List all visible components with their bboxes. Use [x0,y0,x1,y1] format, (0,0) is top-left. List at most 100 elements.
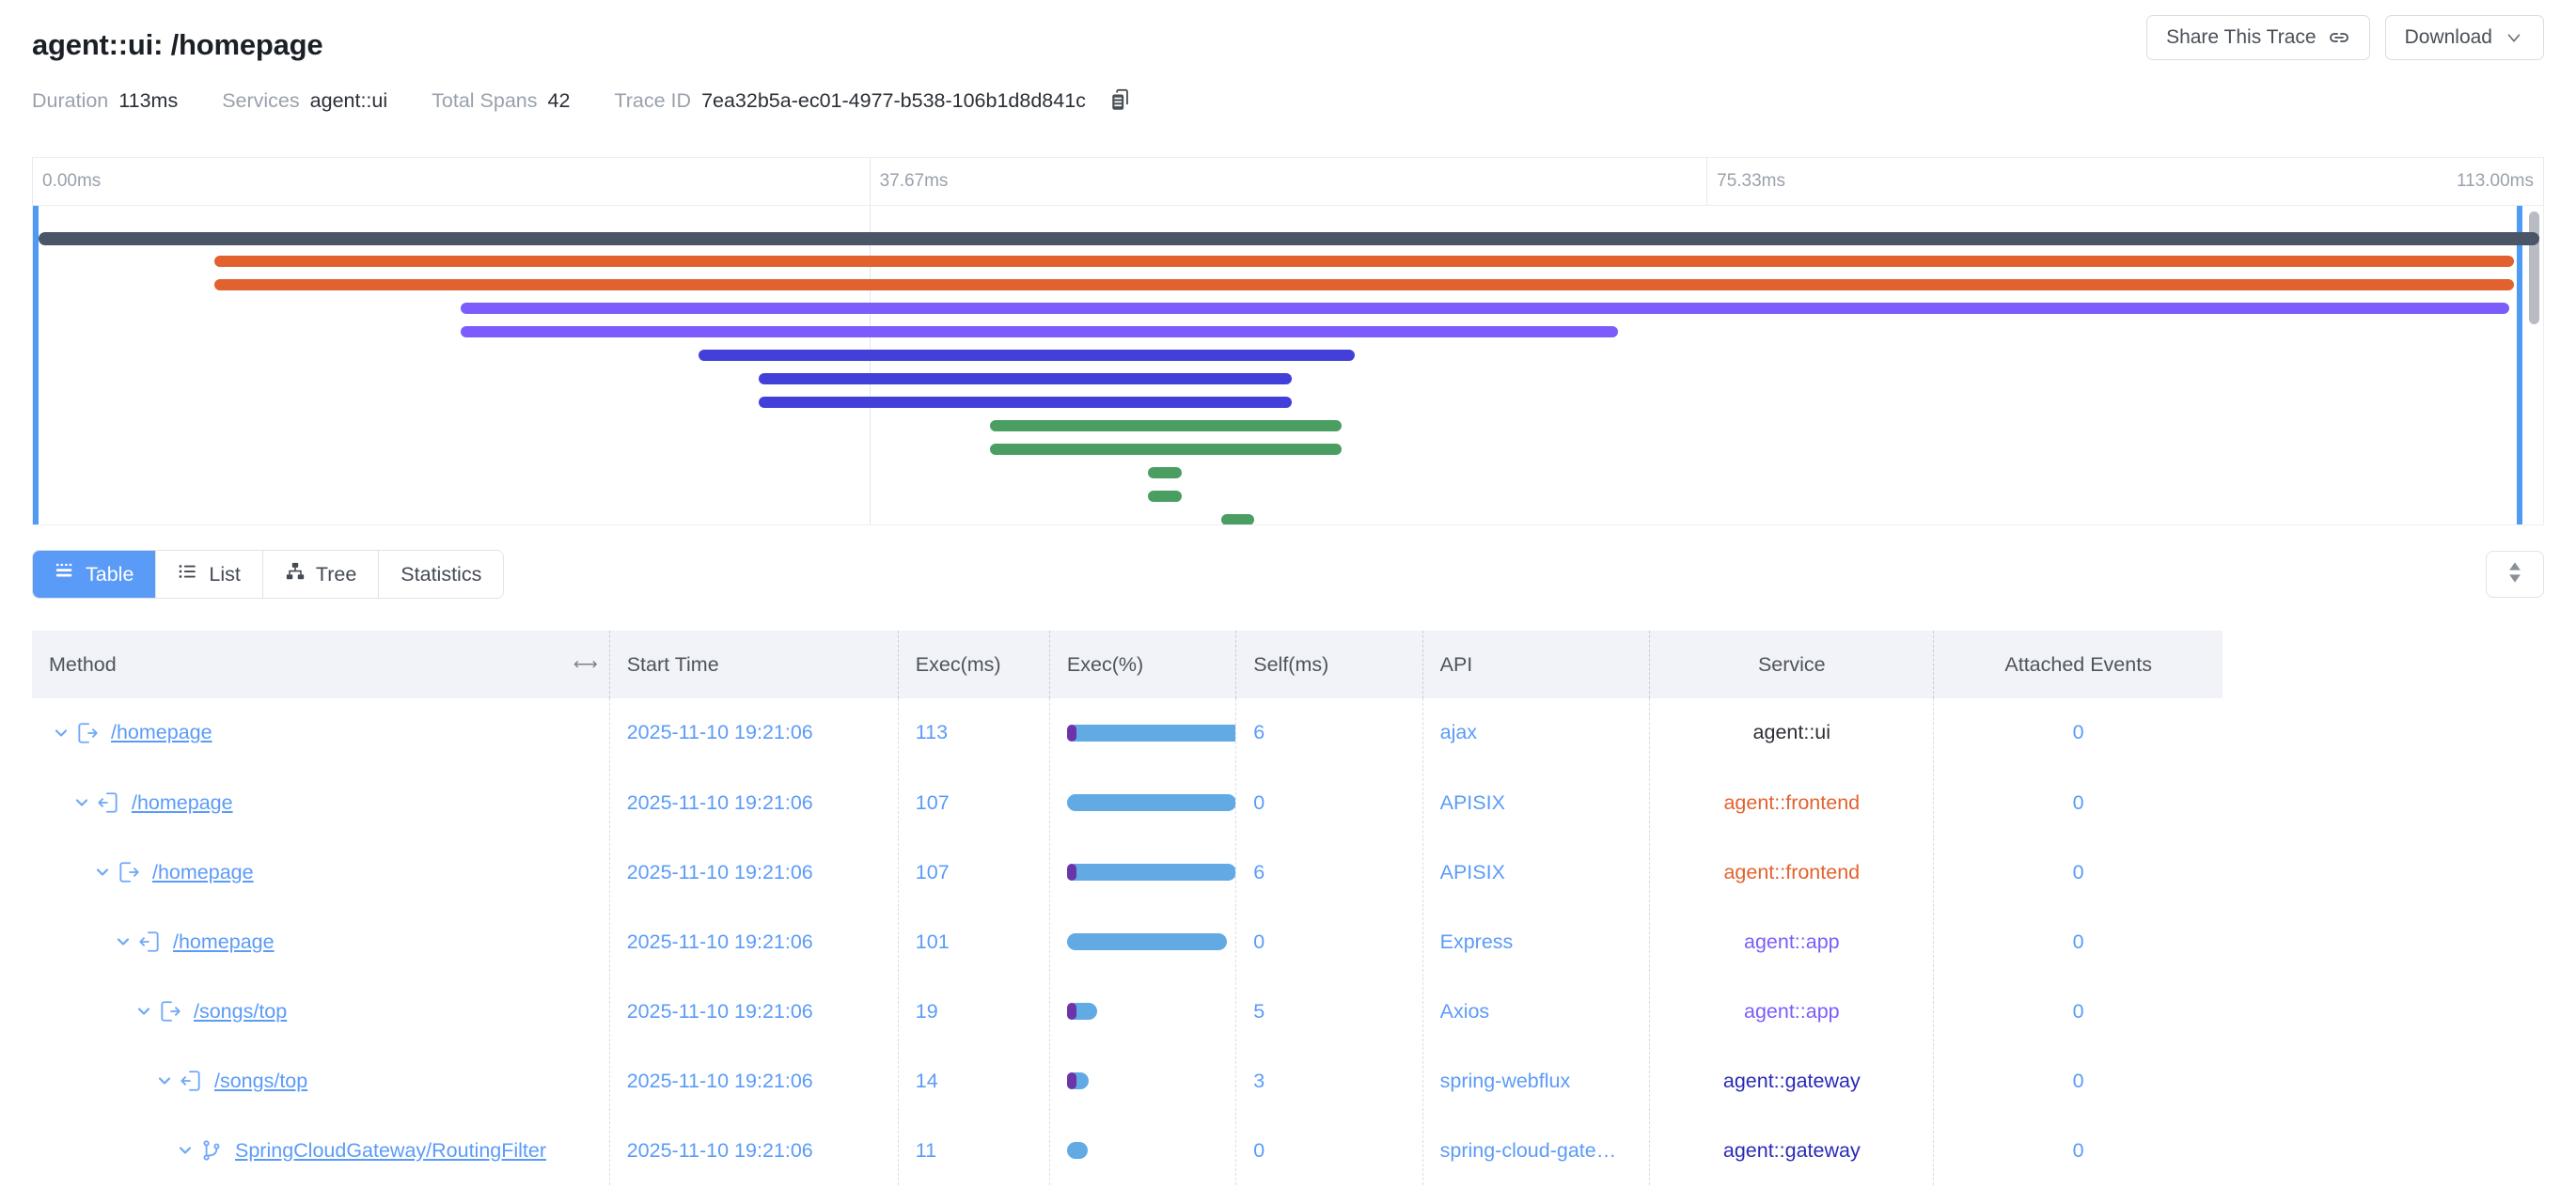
exec-bar-fill [1066,724,1235,742]
table-row[interactable]: /songs/top 2025-11-10 19:21:06 14 3 spring-w… [32,1046,2223,1116]
method-link[interactable]: /homepage [111,721,212,744]
copy-trace-id-icon[interactable] [1109,88,1134,113]
col-header-attached-events[interactable]: Attached Events [1933,631,2223,698]
row-expand-chevron[interactable] [90,860,115,884]
self-bar-fill [1066,1003,1076,1020]
tab-list-label: List [209,562,241,586]
row-expand-chevron[interactable] [173,1138,197,1163]
view-tabs: Table List [32,550,505,599]
exec-bar-fill [1066,864,1235,881]
cell-start-time: 2025-11-10 19:21:06 [609,698,899,768]
col-header-self-ms[interactable]: Self(ms) [1235,631,1423,698]
tab-tree[interactable]: Tree [262,551,380,598]
minimap-gridline [869,206,871,524]
col-header-service[interactable]: Service [1649,631,1935,698]
cell-self-ms: 6 [1235,698,1423,768]
table-row[interactable]: /homepage 2025-11-10 19:21:06 107 0 APISIX ag… [32,768,2223,837]
table-row[interactable]: /homepage 2025-11-10 19:21:06 107 6 APISIX ag… [32,837,2223,907]
cell-exec-percent [1049,698,1237,768]
method-link[interactable]: /homepage [132,790,233,814]
method-link[interactable]: /songs/top [194,999,288,1023]
row-expand-chevron[interactable] [132,999,156,1024]
table-row[interactable]: /homepage 2025-11-10 19:21:06 101 0 Express a… [32,907,2223,977]
exec-percent-bar [1066,933,1235,950]
cell-attached-events: 0 [2072,1069,2084,1092]
tab-statistics-label: Statistics [401,562,482,586]
row-expand-chevron[interactable] [49,721,73,745]
column-resize-icon[interactable]: ⟷ [573,654,598,674]
span-branch-icon [197,1138,226,1163]
row-expand-chevron[interactable] [111,930,135,954]
cell-exec-ms: 101 [898,907,1050,977]
row-expand-chevron[interactable] [70,790,94,815]
minimap-bar [1220,514,1254,524]
tab-list[interactable]: List [156,551,263,598]
cell-method: /homepage [32,698,610,768]
download-button[interactable]: Download [2384,15,2544,60]
minimap-bar [39,232,2539,245]
exec-percent-bar [1066,1072,1235,1089]
method-link[interactable]: /songs/top [214,1069,308,1092]
chevron-down-icon [2504,27,2524,48]
exec-bar-fill [1066,794,1235,811]
self-bar-fill [1066,864,1076,881]
col-header-start-time[interactable]: Start Time [609,631,899,698]
table-header-row: Method ⟷ Start Time Exec(ms) Exec(%) Sel… [32,631,2223,698]
tab-statistics[interactable]: Statistics [379,551,504,598]
table-row[interactable]: SpringCloudGateway/RoutingFilter 2025-11-… [32,1116,2223,1185]
cell-method: /homepage [32,907,610,977]
cell-service: agent::frontend [1649,768,1935,837]
minimap-bar [460,303,2509,314]
self-bar-fill [1066,1072,1076,1089]
cell-exec-percent [1049,977,1237,1046]
method-link[interactable]: SpringCloudGateway/RoutingFilter [235,1138,547,1162]
spans-table-body: /homepage 2025-11-10 19:21:06 113 6 ajax agen… [32,698,2223,1185]
meta-services-value: agent::ui [309,88,388,112]
minimap-bar [213,279,2515,290]
meta-total-spans-label: Total Spans [432,88,538,112]
cell-method: /songs/top [32,1046,610,1116]
ruler-tick-1: 37.67ms [869,158,948,205]
cell-start-time: 2025-11-10 19:21:06 [609,837,899,907]
cell-exec-percent [1049,1046,1237,1116]
cell-attached-events: 0 [2072,930,2084,953]
cell-attached-events: 0 [2072,860,2084,883]
cell-api: ajax [1422,698,1651,768]
table-row[interactable]: /homepage 2025-11-10 19:21:06 113 6 ajax agen… [32,698,2223,768]
exec-percent-bar [1066,864,1235,881]
cell-api: spring-webflux [1422,1046,1651,1116]
col-header-method[interactable]: Method ⟷ [32,631,610,698]
self-bar-fill [1066,724,1076,742]
span-exit-icon [73,721,102,745]
cell-exec-ms: 107 [898,768,1050,837]
minimap-range-handle-left[interactable] [33,206,39,524]
minimap-range-handle-right[interactable] [2517,206,2522,524]
cell-service: agent::gateway [1649,1116,1935,1185]
minimap-scrollbar[interactable] [2529,211,2539,324]
table-row[interactable]: /songs/top 2025-11-10 19:21:06 19 5 Axios age… [32,977,2223,1046]
col-header-api[interactable]: API [1422,631,1651,698]
meta-services-label: Services [222,88,300,112]
span-exit-icon [115,860,143,884]
exec-percent-bar [1066,794,1235,811]
col-header-exec-pct[interactable]: Exec(%) [1049,631,1237,698]
share-this-trace-button[interactable]: Share This Trace [2146,15,2370,60]
download-button-label: Download [2404,26,2492,48]
exec-percent-bar [1066,1003,1235,1020]
cell-start-time: 2025-11-10 19:21:06 [609,977,899,1046]
cell-service: agent::frontend [1649,837,1935,907]
col-header-exec-ms[interactable]: Exec(ms) [898,631,1050,698]
tab-table[interactable]: Table [33,551,157,598]
header-actions: Share This Trace Download [2146,15,2544,60]
method-link[interactable]: /homepage [173,930,275,953]
cell-exec-percent [1049,837,1237,907]
meta-duration-label: Duration [32,88,109,112]
exec-bar-fill [1066,933,1227,950]
expand-collapse-button[interactable] [2486,551,2544,598]
cell-self-ms: 3 [1235,1046,1423,1116]
row-expand-chevron[interactable] [152,1069,177,1093]
method-link[interactable]: /homepage [152,860,254,883]
meta-trace-id: Trace ID 7ea32b5a-ec01-4977-b538-106b1d8… [614,88,1134,113]
trace-minimap[interactable] [32,206,2544,525]
